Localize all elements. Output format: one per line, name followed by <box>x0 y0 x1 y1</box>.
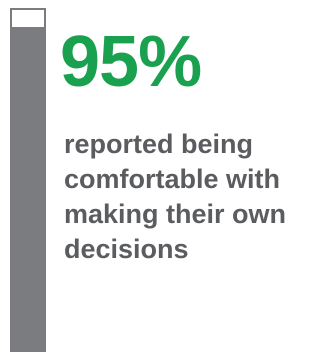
stat-percentage: 95% <box>60 22 202 102</box>
stat-description: reported being comfortable with making t… <box>64 129 287 264</box>
percentage-gauge <box>10 8 46 352</box>
gauge-fill <box>12 27 44 350</box>
